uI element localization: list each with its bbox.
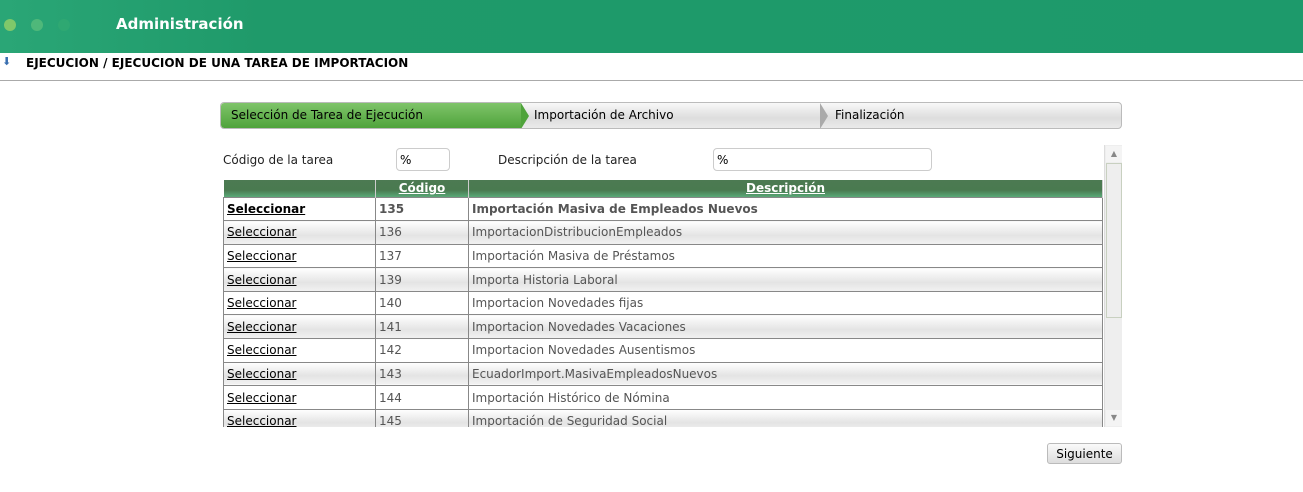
code-cell: 143 — [375, 361, 469, 387]
select-link[interactable]: Seleccionar — [227, 414, 297, 427]
code-cell: 142 — [375, 338, 469, 363]
select-link[interactable]: Seleccionar — [227, 319, 297, 334]
select-cell: Seleccionar — [223, 196, 376, 222]
divider — [0, 80, 1303, 81]
select-cell: Seleccionar — [223, 220, 376, 245]
table-row: Seleccionar 137 Importación Masiva de Prés… — [223, 243, 1103, 269]
tasks-table: Código Descripción Seleccionar 135 Importa… — [223, 180, 1103, 427]
select-cell: Seleccionar — [223, 385, 376, 410]
select-link[interactable]: Seleccionar — [227, 343, 297, 358]
description-cell: Importación Masiva de Préstamos — [468, 243, 1103, 269]
table-row: Seleccionar 145 Importación de Seguridad S… — [223, 408, 1103, 427]
column-header-description[interactable]: Descripción — [468, 180, 1103, 197]
table-row: Seleccionar 135 Importación Masiva de Empl… — [223, 196, 1103, 222]
code-cell: 136 — [375, 220, 469, 245]
code-label: Código de la tarea — [223, 153, 334, 167]
code-cell: 139 — [375, 267, 469, 292]
description-cell: Importacion Novedades Ausentismos — [468, 338, 1103, 363]
select-cell: Seleccionar — [223, 290, 376, 316]
tasks-grid: Código Descripción Seleccionar 135 Importa… — [223, 145, 1122, 427]
select-link[interactable]: Seleccionar — [227, 366, 297, 381]
app-header: Administración — [0, 0, 1303, 53]
column-header-select — [223, 180, 376, 197]
table-row: Seleccionar 141 Importacion Novedades Vaca… — [223, 314, 1103, 340]
description-cell: ImportacionDistribucionEmpleados — [468, 220, 1103, 245]
description-label: Descripción de la tarea — [498, 153, 637, 167]
description-input[interactable] — [713, 148, 932, 171]
code-cell: 141 — [375, 314, 469, 340]
select-cell: Seleccionar — [223, 361, 376, 387]
table-row: Seleccionar 143 EcuadorImport.MasivaEmplea… — [223, 361, 1103, 387]
column-header-code[interactable]: Código — [375, 180, 469, 197]
code-cell: 144 — [375, 385, 469, 410]
select-link[interactable]: Seleccionar — [227, 296, 297, 311]
scrollbar[interactable]: ▲ ▼ — [1104, 145, 1122, 427]
dot-icon — [58, 19, 70, 31]
select-cell: Seleccionar — [223, 314, 376, 340]
scroll-down-icon[interactable]: ▼ — [1106, 410, 1122, 426]
table-row: Seleccionar 142 Importacion Novedades Ause… — [223, 338, 1103, 363]
info-icon: ⬇ — [2, 55, 12, 68]
description-cell: Importa Historia Laboral — [468, 267, 1103, 292]
select-cell: Seleccionar — [223, 338, 376, 363]
code-cell: 137 — [375, 243, 469, 269]
code-cell: 135 — [375, 196, 469, 222]
step-arrow-icon — [820, 103, 828, 128]
scrollbar-thumb[interactable] — [1106, 163, 1122, 318]
breadcrumb: EJECUCION / EJECUCION DE UNA TAREA DE IM… — [26, 56, 409, 70]
wizard-step-1: Selección de Tarea de Ejecución — [221, 103, 521, 128]
dot-icon — [31, 19, 43, 31]
select-link[interactable]: Seleccionar — [227, 201, 306, 216]
description-cell: Importación Masiva de Empleados Nuevos — [468, 196, 1103, 222]
select-link[interactable]: Seleccionar — [227, 272, 297, 287]
wizard-steps: Selección de Tarea de Ejecución Importac… — [220, 102, 1122, 129]
table-row: Seleccionar 139 Importa Historia Laboral — [223, 267, 1103, 292]
code-cell: 145 — [375, 408, 469, 427]
scroll-up-icon[interactable]: ▲ — [1106, 146, 1122, 162]
table-row: Seleccionar 144 Importación Histórico de N… — [223, 385, 1103, 410]
wizard-step-3: Finalización — [835, 108, 905, 122]
table-row: Seleccionar 140 Importacion Novedades fija… — [223, 290, 1103, 316]
select-cell: Seleccionar — [223, 243, 376, 269]
step-arrow-icon — [521, 103, 529, 128]
next-button[interactable]: Siguiente — [1047, 443, 1122, 464]
description-cell: Importacion Novedades fijas — [468, 290, 1103, 316]
table-row: Seleccionar 136 ImportacionDistribucionEmp… — [223, 220, 1103, 245]
code-input[interactable] — [396, 148, 450, 171]
select-link[interactable]: Seleccionar — [227, 248, 297, 263]
description-cell: EcuadorImport.MasivaEmpleadosNuevos — [468, 361, 1103, 387]
app-title: Administración — [116, 15, 244, 33]
wizard-step-2: Importación de Archivo — [534, 108, 674, 122]
select-link[interactable]: Seleccionar — [227, 225, 297, 240]
code-cell: 140 — [375, 290, 469, 316]
select-cell: Seleccionar — [223, 408, 376, 427]
dot-icon — [4, 19, 16, 31]
description-cell: Importación Histórico de Nómina — [468, 385, 1103, 410]
select-link[interactable]: Seleccionar — [227, 390, 297, 405]
select-cell: Seleccionar — [223, 267, 376, 292]
description-cell: Importación de Seguridad Social — [468, 408, 1103, 427]
description-cell: Importacion Novedades Vacaciones — [468, 314, 1103, 340]
